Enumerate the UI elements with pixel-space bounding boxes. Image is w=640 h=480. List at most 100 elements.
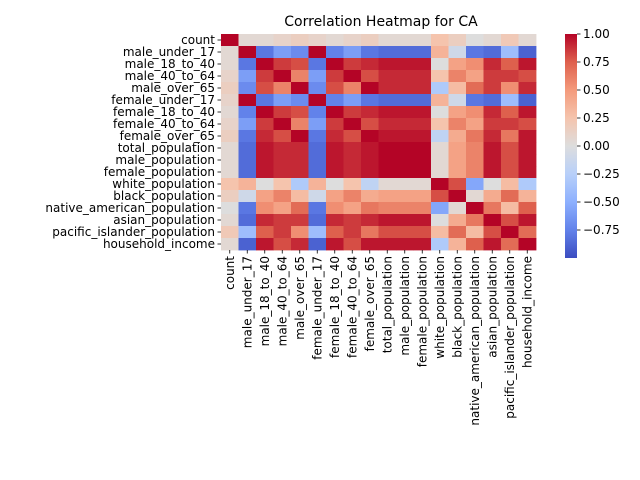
heatmap-cell <box>483 178 502 191</box>
heatmap-cell <box>361 130 379 143</box>
heatmap-cell <box>361 142 379 155</box>
heatmap-cell <box>273 82 292 95</box>
heatmap-cell <box>466 202 484 215</box>
heatmap-cell <box>501 238 519 251</box>
heatmap-cell <box>221 226 239 239</box>
heatmap-cell <box>431 130 449 143</box>
heatmap-cell <box>326 130 344 143</box>
heatmap-cell <box>256 34 274 47</box>
heatmap-cell <box>221 130 239 143</box>
heatmap-cell <box>238 202 257 215</box>
heatmap-cell <box>518 190 537 203</box>
heatmap-cell <box>483 118 502 131</box>
heatmap-cell <box>343 238 362 251</box>
heatmap-cell <box>466 166 484 179</box>
heatmap-cell <box>413 58 432 71</box>
heatmap-cell <box>291 238 309 251</box>
x-tick-label: asian_population <box>485 256 499 358</box>
heatmap-cell <box>343 70 362 83</box>
heatmap-cell <box>378 166 397 179</box>
heatmap-cell <box>273 70 292 83</box>
heatmap-cell <box>308 94 327 107</box>
heatmap-cell <box>221 82 239 95</box>
heatmap-cell <box>238 214 257 227</box>
heatmap-cell <box>431 70 449 83</box>
heatmap-cell <box>378 94 397 107</box>
heatmap-cell <box>501 34 519 47</box>
heatmap-cell <box>256 202 274 215</box>
heatmap-cell <box>501 118 519 131</box>
heatmap-cell <box>378 118 397 131</box>
heatmap-cell <box>343 166 362 179</box>
heatmap-cell <box>466 154 484 167</box>
heatmap-cell <box>518 118 537 131</box>
heatmap-cell <box>361 34 379 47</box>
heatmap-cell <box>291 202 309 215</box>
x-tick-label: female_under_17 <box>310 256 324 360</box>
heatmap-cell <box>431 226 449 239</box>
heatmap-cell <box>413 238 432 251</box>
heatmap-cell <box>501 202 519 215</box>
heatmap-cell <box>326 106 344 119</box>
heatmap-cell <box>308 82 327 95</box>
heatmap-cell <box>448 58 467 71</box>
heatmap-cell <box>361 106 379 119</box>
heatmap-cell <box>343 130 362 143</box>
heatmap-cell <box>256 58 274 71</box>
heatmap-cell <box>413 202 432 215</box>
heatmap-cell <box>396 190 414 203</box>
heatmap-cell <box>378 226 397 239</box>
heatmap-cell <box>431 58 449 71</box>
heatmap-cell <box>466 178 484 191</box>
heatmap-cell <box>361 70 379 83</box>
heatmap-cell <box>291 118 309 131</box>
colorbar-tick-label: −0.25 <box>583 167 620 181</box>
heatmap-cell <box>273 166 292 179</box>
colorbar-tick-label: −0.75 <box>583 223 620 237</box>
heatmap-cell <box>448 190 467 203</box>
heatmap-cell <box>308 46 327 59</box>
x-tick-label: native_american_population <box>468 256 482 426</box>
heatmap-cell <box>483 238 502 251</box>
heatmap-cell <box>448 178 467 191</box>
x-tick-label: white_population <box>433 256 447 359</box>
heatmap-cell <box>466 226 484 239</box>
heatmap-cell <box>238 82 257 95</box>
heatmap-cell <box>308 214 327 227</box>
heatmap-cell <box>483 202 502 215</box>
heatmap-cell <box>448 166 467 179</box>
heatmap-cell <box>518 106 537 119</box>
heatmap-cell <box>466 70 484 83</box>
heatmap-cell <box>291 214 309 227</box>
heatmap-cell <box>466 130 484 143</box>
heatmap-cell <box>273 118 292 131</box>
heatmap-cell <box>326 154 344 167</box>
heatmap-cell <box>326 166 344 179</box>
heatmap-cell <box>256 46 274 59</box>
heatmap-cell <box>326 82 344 95</box>
heatmap-cell <box>326 34 344 47</box>
heatmap-cell <box>501 82 519 95</box>
heatmap-cell <box>256 154 274 167</box>
heatmap-cell <box>413 82 432 95</box>
x-tick-label: male_over_65 <box>293 256 307 340</box>
heatmap-cell <box>308 118 327 131</box>
y-tick-label: count <box>181 33 215 47</box>
x-tick-label: male_40_to_64 <box>275 256 289 346</box>
heatmap-cell <box>466 238 484 251</box>
heatmap-cell <box>413 142 432 155</box>
heatmap-cell <box>518 154 537 167</box>
y-tick-label: female_40_to_64 <box>113 117 215 131</box>
heatmap-cell <box>448 142 467 155</box>
x-tick-label: female_over_65 <box>363 256 377 351</box>
heatmap-cell <box>378 178 397 191</box>
heatmap-cell <box>483 58 502 71</box>
heatmap-cell <box>308 226 327 239</box>
x-tick-label: total_population <box>380 256 394 353</box>
y-tick-label: male_over_65 <box>131 81 215 95</box>
heatmap-cell <box>361 214 379 227</box>
heatmap-cell <box>518 178 537 191</box>
heatmap-cell <box>501 190 519 203</box>
heatmap-cell <box>221 94 239 107</box>
heatmap-cell <box>308 178 327 191</box>
